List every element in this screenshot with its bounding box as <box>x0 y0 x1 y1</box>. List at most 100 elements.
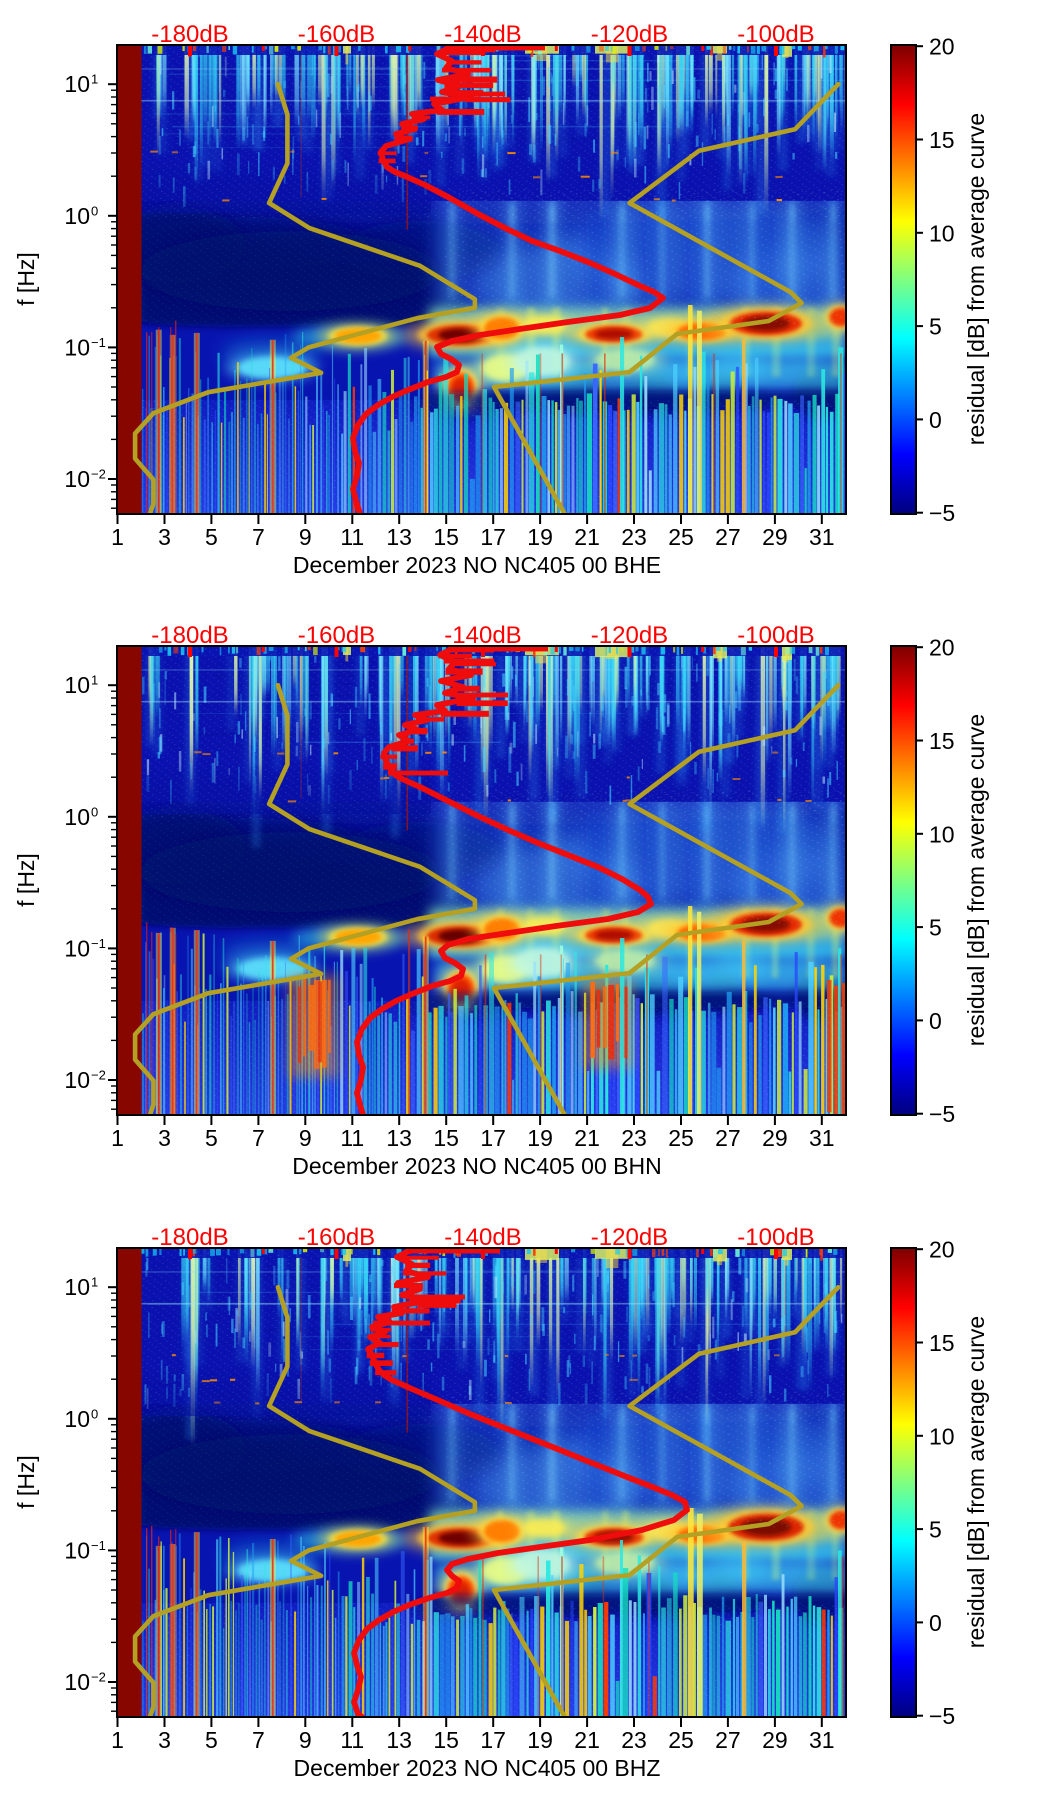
svg-text:-160dB: -160dB <box>298 21 375 48</box>
svg-text:15: 15 <box>929 728 955 754</box>
svg-text:21: 21 <box>574 1125 600 1151</box>
svg-text:31: 31 <box>809 524 835 550</box>
svg-text:−2: −2 <box>91 1670 106 1685</box>
svg-text:0: 0 <box>929 407 942 433</box>
svg-text:15: 15 <box>433 524 459 550</box>
svg-text:−1: −1 <box>91 936 106 951</box>
svg-text:-100dB: -100dB <box>737 622 814 649</box>
svg-text:residual [dB] from average cur: residual [dB] from average curve <box>963 714 989 1046</box>
svg-text:0: 0 <box>929 1008 942 1034</box>
svg-text:10: 10 <box>64 334 90 360</box>
svg-text:19: 19 <box>527 1727 553 1753</box>
svg-text:-160dB: -160dB <box>298 1224 375 1251</box>
svg-text:9: 9 <box>299 1727 312 1753</box>
svg-text:13: 13 <box>386 524 412 550</box>
svg-text:15: 15 <box>929 1330 955 1356</box>
svg-text:3: 3 <box>158 524 171 550</box>
svg-text:10: 10 <box>64 935 90 961</box>
svg-text:1: 1 <box>111 524 124 550</box>
svg-text:9: 9 <box>299 524 312 550</box>
svg-text:15: 15 <box>433 1727 459 1753</box>
svg-text:29: 29 <box>762 1125 788 1151</box>
svg-text:0: 0 <box>929 1610 942 1636</box>
svg-text:−5: −5 <box>929 1703 955 1729</box>
svg-text:10: 10 <box>64 1669 90 1695</box>
svg-text:-140dB: -140dB <box>444 622 521 649</box>
svg-text:1: 1 <box>111 1125 124 1151</box>
svg-text:−5: −5 <box>929 1101 955 1127</box>
svg-text:29: 29 <box>762 524 788 550</box>
svg-text:0: 0 <box>91 1406 98 1421</box>
svg-text:-100dB: -100dB <box>737 1224 814 1251</box>
svg-text:-180dB: -180dB <box>151 1224 228 1251</box>
svg-text:10: 10 <box>64 1406 90 1432</box>
svg-text:5: 5 <box>205 1125 218 1151</box>
svg-text:1: 1 <box>91 673 98 688</box>
svg-text:9: 9 <box>299 1125 312 1151</box>
svg-text:-140dB: -140dB <box>444 21 521 48</box>
svg-text:27: 27 <box>715 524 741 550</box>
svg-text:-120dB: -120dB <box>591 622 668 649</box>
svg-text:31: 31 <box>809 1727 835 1753</box>
svg-text:21: 21 <box>574 524 600 550</box>
svg-text:5: 5 <box>205 524 218 550</box>
svg-text:21: 21 <box>574 1727 600 1753</box>
svg-text:-140dB: -140dB <box>444 1224 521 1251</box>
svg-text:3: 3 <box>158 1125 171 1151</box>
svg-text:−1: −1 <box>91 1538 106 1553</box>
svg-text:10: 10 <box>64 203 90 229</box>
svg-text:11: 11 <box>340 1125 364 1151</box>
svg-text:31: 31 <box>809 1125 835 1151</box>
svg-text:27: 27 <box>715 1125 741 1151</box>
svg-text:-180dB: -180dB <box>151 622 228 649</box>
svg-text:f [Hz]: f [Hz] <box>13 853 39 907</box>
svg-text:20: 20 <box>929 1237 955 1263</box>
svg-text:December 2023 NO NC405 00 BHZ: December 2023 NO NC405 00 BHZ <box>294 1755 661 1781</box>
svg-text:7: 7 <box>252 1125 265 1151</box>
svg-text:residual [dB] from average cur: residual [dB] from average curve <box>963 113 989 445</box>
svg-text:10: 10 <box>64 1537 90 1563</box>
svg-text:19: 19 <box>527 1125 553 1151</box>
svg-text:5: 5 <box>929 1517 942 1543</box>
svg-text:13: 13 <box>386 1125 412 1151</box>
svg-text:20: 20 <box>929 34 955 60</box>
svg-text:17: 17 <box>480 524 506 550</box>
svg-text:December 2023 NO NC405 00 BHE: December 2023 NO NC405 00 BHE <box>293 552 661 578</box>
svg-text:-160dB: -160dB <box>298 622 375 649</box>
svg-text:0: 0 <box>91 203 98 218</box>
svg-text:19: 19 <box>527 524 553 550</box>
svg-text:-180dB: -180dB <box>151 21 228 48</box>
svg-text:-120dB: -120dB <box>591 1224 668 1251</box>
svg-text:0: 0 <box>91 804 98 819</box>
svg-text:23: 23 <box>621 524 647 550</box>
svg-text:13: 13 <box>386 1727 412 1753</box>
svg-text:5: 5 <box>929 915 942 941</box>
svg-text:23: 23 <box>621 1125 647 1151</box>
svg-text:25: 25 <box>668 524 694 550</box>
svg-text:10: 10 <box>929 220 955 246</box>
svg-text:10: 10 <box>64 466 90 492</box>
svg-text:−2: −2 <box>91 467 106 482</box>
svg-text:-100dB: -100dB <box>737 21 814 48</box>
svg-text:15: 15 <box>433 1125 459 1151</box>
svg-text:17: 17 <box>480 1125 506 1151</box>
svg-text:1: 1 <box>91 1275 98 1290</box>
svg-text:10: 10 <box>929 821 955 847</box>
svg-text:11: 11 <box>340 524 364 550</box>
svg-text:10: 10 <box>64 1274 90 1300</box>
svg-text:1: 1 <box>111 1727 124 1753</box>
svg-text:10: 10 <box>64 71 90 97</box>
svg-text:f [Hz]: f [Hz] <box>13 1455 39 1509</box>
svg-text:10: 10 <box>64 1067 90 1093</box>
svg-text:5: 5 <box>929 314 942 340</box>
svg-text:7: 7 <box>252 1727 265 1753</box>
svg-text:10: 10 <box>64 672 90 698</box>
svg-text:5: 5 <box>205 1727 218 1753</box>
svg-text:f [Hz]: f [Hz] <box>13 252 39 306</box>
svg-text:25: 25 <box>668 1727 694 1753</box>
svg-text:7: 7 <box>252 524 265 550</box>
svg-text:29: 29 <box>762 1727 788 1753</box>
svg-text:−1: −1 <box>91 335 106 350</box>
svg-text:1: 1 <box>91 72 98 87</box>
svg-text:15: 15 <box>929 127 955 153</box>
